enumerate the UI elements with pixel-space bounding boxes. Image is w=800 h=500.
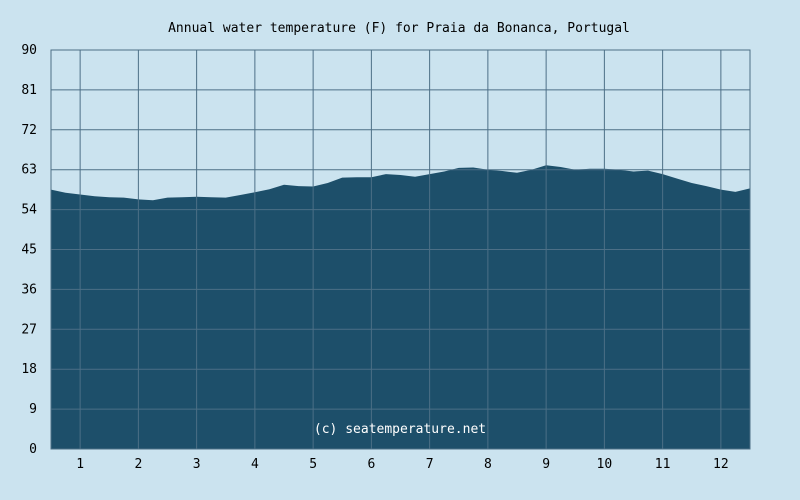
x-tick-label: 5 [309, 457, 317, 472]
y-tick-label: 36 [21, 282, 37, 297]
y-tick-label: 18 [21, 362, 37, 377]
y-axis-ticks: 0 9 18 27 36 45 54 63 72 81 90 [21, 43, 37, 457]
y-tick-label: 72 [21, 123, 37, 138]
grid-layer [51, 50, 750, 449]
x-tick-label: 6 [367, 457, 375, 472]
x-tick-label: 3 [193, 457, 201, 472]
y-tick-label: 0 [29, 442, 37, 457]
chart-title: Annual water temperature (F) for Praia d… [168, 21, 630, 36]
x-tick-label: 7 [426, 457, 434, 472]
y-tick-label: 9 [29, 402, 37, 417]
y-tick-label: 63 [21, 163, 37, 178]
y-tick-label: 54 [21, 203, 37, 218]
x-tick-label: 1 [76, 457, 84, 472]
x-tick-label: 4 [251, 457, 259, 472]
temperature-area [51, 165, 750, 449]
x-tick-label: 11 [655, 457, 671, 472]
x-tick-label: 8 [484, 457, 492, 472]
x-tick-label: 12 [713, 457, 729, 472]
x-tick-label: 10 [597, 457, 613, 472]
y-tick-label: 81 [21, 83, 37, 98]
watermark-text: (c) seatemperature.net [314, 422, 486, 437]
x-axis-ticks: 1 2 3 4 5 6 7 8 9 10 11 12 [76, 457, 728, 472]
y-tick-label: 45 [21, 243, 37, 258]
x-tick-label: 2 [134, 457, 142, 472]
x-tick-label: 9 [542, 457, 550, 472]
plot-border [50, 49, 751, 450]
area-layer [51, 165, 750, 449]
y-tick-label: 27 [21, 322, 37, 337]
y-tick-label: 90 [21, 43, 37, 58]
